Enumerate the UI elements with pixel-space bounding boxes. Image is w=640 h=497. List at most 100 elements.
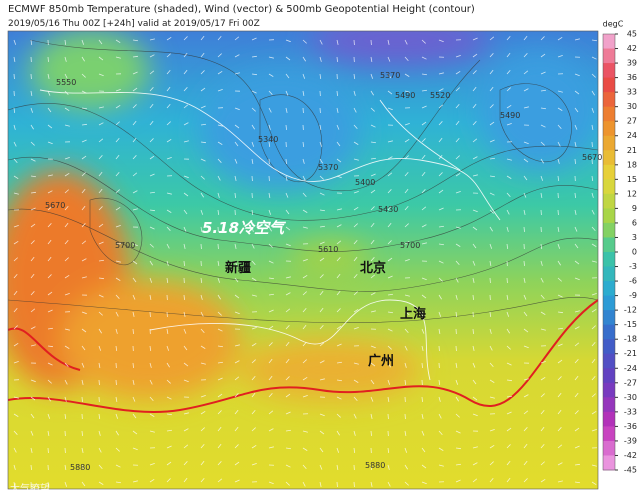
colorbar-cell — [603, 237, 615, 253]
wind-vector — [472, 70, 477, 75]
wind-vector — [404, 73, 410, 77]
colorbar-cell — [603, 222, 615, 238]
wind-vector — [30, 447, 33, 453]
wind-vector — [472, 174, 478, 177]
contour-label: 5550 — [56, 78, 76, 87]
wind-vector — [268, 243, 273, 248]
wind-vector — [166, 362, 170, 368]
wind-vector — [166, 445, 172, 449]
wind-vector — [319, 73, 322, 80]
wind-vector — [472, 86, 477, 92]
wind-vector — [64, 413, 67, 420]
colorbar-tick-label: 15 — [627, 175, 637, 184]
wind-vector — [557, 392, 562, 398]
colorbar-cell — [603, 164, 615, 180]
wind-vector — [523, 443, 528, 449]
wind-vector — [438, 311, 442, 317]
wind-vector — [183, 345, 188, 351]
wind-vector — [234, 141, 239, 147]
wind-vector — [574, 158, 576, 165]
wind-vector — [217, 361, 224, 364]
wind-vector — [115, 481, 122, 484]
wind-vector — [64, 274, 70, 279]
wind-vector — [149, 430, 155, 433]
wind-vector — [591, 56, 597, 60]
wind-vector — [506, 104, 512, 109]
wind-vector — [47, 190, 53, 194]
wind-vector — [455, 191, 461, 194]
wind-vector — [98, 122, 104, 126]
wind-vector — [132, 104, 137, 109]
wind-vector — [336, 290, 341, 296]
wind-vector — [489, 444, 495, 449]
wind-vector — [387, 464, 390, 470]
wind-vector — [574, 124, 578, 130]
wind-vector — [234, 426, 239, 432]
wind-vector — [489, 157, 496, 160]
wind-vector — [200, 123, 207, 126]
wind-vector — [30, 273, 35, 279]
wind-vector — [81, 90, 87, 94]
wind-vector — [353, 141, 359, 145]
wind-vector — [268, 277, 275, 280]
wind-vector — [285, 376, 290, 381]
wind-vector — [183, 87, 188, 92]
wind-vector — [574, 260, 580, 265]
colorbar-cell — [603, 252, 615, 268]
wind-vector — [251, 55, 258, 58]
wind-vector — [285, 325, 290, 330]
wind-vector — [421, 121, 427, 126]
wind-vector — [13, 158, 18, 164]
wind-vector — [251, 90, 257, 94]
wind-vector — [387, 39, 390, 45]
wind-vector — [404, 328, 409, 333]
wind-vector — [98, 311, 103, 316]
wind-vector — [370, 481, 373, 487]
colorbar-cell — [603, 353, 615, 369]
wind-vector — [200, 345, 206, 349]
wind-vector — [13, 56, 16, 62]
wind-vector — [183, 122, 189, 126]
wind-vector — [472, 37, 478, 41]
wind-vector — [591, 393, 596, 398]
wind-vector — [285, 243, 291, 247]
wind-vector — [387, 396, 390, 402]
wind-vector — [455, 155, 460, 160]
wind-vector — [251, 73, 258, 76]
colorbar-tick-label: 24 — [627, 131, 637, 140]
wind-vector — [234, 54, 240, 58]
colorbar-tick-label: 21 — [627, 146, 637, 155]
wind-vector — [574, 342, 580, 347]
colorbar-cell — [603, 310, 615, 326]
wind-vector — [149, 478, 155, 483]
wind-vector — [370, 362, 376, 367]
wind-vector — [591, 411, 597, 415]
wind-vector — [268, 375, 273, 381]
wind-vector — [13, 290, 18, 296]
wind-vector — [98, 155, 103, 160]
wind-vector — [13, 396, 19, 399]
wind-vector — [98, 277, 105, 280]
wind-vector — [421, 413, 424, 419]
wind-vector — [336, 39, 339, 45]
wind-vector — [370, 430, 372, 437]
event-label: 5.18冷空气 — [202, 219, 287, 237]
wind-vector — [387, 205, 392, 211]
wind-vector — [132, 277, 137, 283]
wind-vector — [319, 257, 325, 262]
wind-vector — [149, 54, 155, 58]
wind-vector — [302, 141, 305, 148]
wind-vector — [64, 328, 70, 331]
wind-vector — [540, 479, 546, 483]
wind-vector — [574, 445, 580, 449]
colorbar-tick-label: 39 — [627, 59, 637, 68]
wind-vector — [353, 191, 359, 194]
wind-vector — [302, 447, 308, 451]
colorbar-cell — [603, 77, 615, 93]
wind-vector — [387, 311, 394, 314]
wind-vector — [115, 105, 121, 109]
wind-vector — [217, 124, 223, 127]
wind-vector — [81, 223, 86, 228]
wind-vector — [166, 260, 169, 266]
wind-vector — [234, 72, 240, 75]
